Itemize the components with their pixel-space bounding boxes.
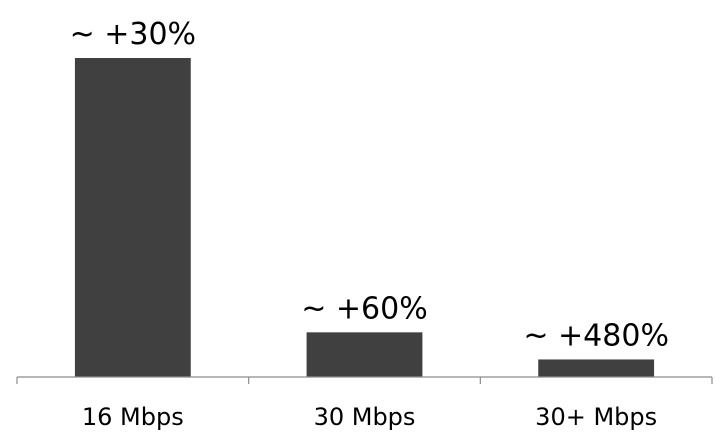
data-label: ~ +30% [70,17,197,52]
data-labels-layer: ~ +30% ~ +60% ~ +480% [70,17,669,353]
category-label: 30+ Mbps [535,403,657,431]
data-label: ~ +480% [523,318,669,353]
bar-30-mbps [306,332,423,377]
category-labels-layer: 16 Mbps 30 Mbps 30+ Mbps [82,403,657,431]
x-axis-ticks [16,377,713,384]
category-label: 30 Mbps [314,403,416,431]
category-label: 16 Mbps [82,403,184,431]
data-label: ~ +60% [301,291,428,326]
bars-layer [74,58,655,377]
bar-30-mbps [538,359,655,377]
bar-16-mbps [74,58,191,377]
